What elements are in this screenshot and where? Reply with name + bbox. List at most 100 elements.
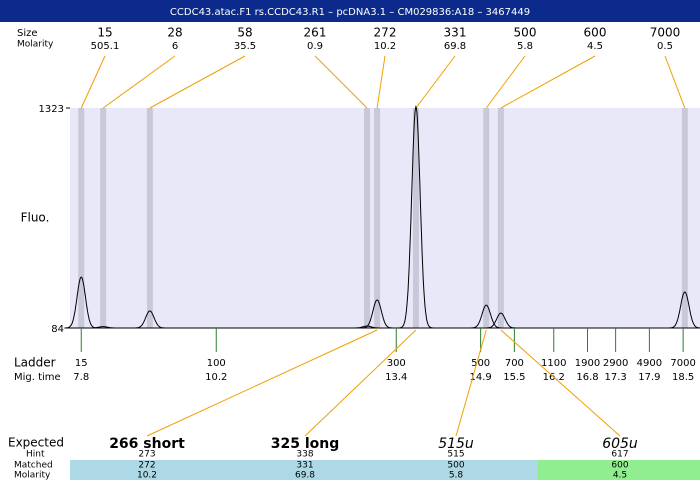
plot-area xyxy=(70,108,700,328)
trace-peak xyxy=(64,276,99,329)
peak-molarity: 0.9 xyxy=(307,41,323,52)
ladder-size: 15 xyxy=(75,358,88,369)
trace-peak xyxy=(469,304,504,329)
ladder-size: 1900 xyxy=(575,358,600,369)
peak-link xyxy=(376,55,386,109)
peak-link xyxy=(664,55,686,109)
ladder-time: 17.9 xyxy=(638,372,660,383)
ladder-size: 7000 xyxy=(670,358,695,369)
title-bar xyxy=(0,0,700,22)
expected-link xyxy=(500,329,621,437)
ladder-size: 100 xyxy=(207,358,226,369)
row-label: Hint xyxy=(26,450,45,460)
peak-size: 272 xyxy=(374,26,397,40)
expected-molarity: 10.2 xyxy=(137,471,157,480)
trace-peak xyxy=(667,291,700,329)
expected-hint: 338 xyxy=(296,450,313,460)
peak-size: 500 xyxy=(514,26,537,40)
row-label: Molarity xyxy=(14,471,51,480)
peak-link xyxy=(485,55,526,109)
peak-band xyxy=(412,108,419,328)
peak-link xyxy=(415,55,456,109)
row-label: Mig. time xyxy=(14,372,61,383)
expected-hint: 617 xyxy=(611,450,628,460)
peak-molarity: 5.8 xyxy=(517,41,533,52)
peak-molarity: 35.5 xyxy=(234,41,256,52)
peak-band xyxy=(146,108,153,328)
row-label: Molarity xyxy=(17,40,54,50)
trace-peak xyxy=(399,105,433,329)
peak-molarity: 4.5 xyxy=(587,41,603,52)
row-label: Ladder xyxy=(14,356,56,370)
peak-size: 7000 xyxy=(650,26,681,40)
ladder-time: 17.3 xyxy=(604,372,626,383)
expected-matched: 600 xyxy=(611,461,628,471)
expected-matched: 500 xyxy=(447,461,464,471)
row-label: Expected xyxy=(8,436,64,450)
expected-label: 605u xyxy=(602,436,638,452)
peak-band xyxy=(78,108,85,328)
expected-bg xyxy=(538,460,700,480)
peak-band xyxy=(483,108,490,328)
peak-band xyxy=(364,108,370,328)
ladder-time: 7.8 xyxy=(73,372,89,383)
expected-label: 515u xyxy=(438,436,474,452)
expected-matched: 331 xyxy=(296,461,313,471)
ladder-size: 500 xyxy=(471,358,490,369)
ladder-time: 14.9 xyxy=(469,372,491,383)
ladder-time: 16.8 xyxy=(576,372,598,383)
peak-link xyxy=(102,55,176,109)
peak-link xyxy=(80,55,106,109)
ladder-size: 700 xyxy=(505,358,524,369)
row-label: Matched xyxy=(14,461,53,471)
trace-peak xyxy=(360,299,394,329)
axis-label: Fluo. xyxy=(21,211,50,225)
title: CCDC43.atac.F1 rs.CCDC43.R1 – pcDNA3.1 –… xyxy=(170,7,530,18)
expected-label: 325 long xyxy=(271,436,340,452)
ladder-size: 1100 xyxy=(541,358,566,369)
expected-matched: 272 xyxy=(138,461,155,471)
expected-molarity: 69.8 xyxy=(295,471,315,480)
ladder-time: 15.5 xyxy=(503,372,525,383)
expected-hint: 273 xyxy=(138,450,155,460)
ladder-time: 18.5 xyxy=(672,372,694,383)
peak-band xyxy=(497,108,504,328)
y-tick-label: 1323 xyxy=(39,104,64,115)
peak-molarity: 0.5 xyxy=(657,41,673,52)
peak-size: 28 xyxy=(167,26,182,40)
expected-bg xyxy=(380,460,538,480)
peak-link xyxy=(149,55,246,109)
peak-band xyxy=(681,108,688,328)
expected-link xyxy=(304,329,417,437)
peak-molarity: 6 xyxy=(172,41,178,52)
peak-size: 331 xyxy=(444,26,467,40)
expected-link xyxy=(146,329,378,437)
peak-link xyxy=(500,55,596,109)
peak-size: 600 xyxy=(584,26,607,40)
row-label: Size xyxy=(17,28,38,39)
peak-link xyxy=(314,55,368,109)
peak-band xyxy=(374,108,381,328)
ladder-time: 10.2 xyxy=(205,372,227,383)
ladder-size: 4900 xyxy=(637,358,662,369)
expected-hint: 515 xyxy=(447,450,464,460)
ladder-size: 300 xyxy=(387,358,406,369)
expected-bg xyxy=(226,460,381,480)
peak-band xyxy=(100,108,107,328)
peak-molarity: 10.2 xyxy=(374,41,396,52)
expected-link xyxy=(455,329,487,437)
expected-molarity: 4.5 xyxy=(613,471,627,480)
peak-size: 261 xyxy=(304,26,327,40)
peak-molarity: 69.8 xyxy=(444,41,466,52)
y-tick-label: 84 xyxy=(51,324,64,335)
expected-molarity: 5.8 xyxy=(449,471,464,480)
ladder-size: 2900 xyxy=(603,358,628,369)
expected-bg xyxy=(70,460,226,480)
peak-size: 58 xyxy=(237,26,252,40)
peak-molarity: 505.1 xyxy=(91,41,120,52)
expected-label: 266 short xyxy=(109,436,185,452)
peak-size: 15 xyxy=(97,26,112,40)
ladder-time: 13.4 xyxy=(385,372,407,383)
